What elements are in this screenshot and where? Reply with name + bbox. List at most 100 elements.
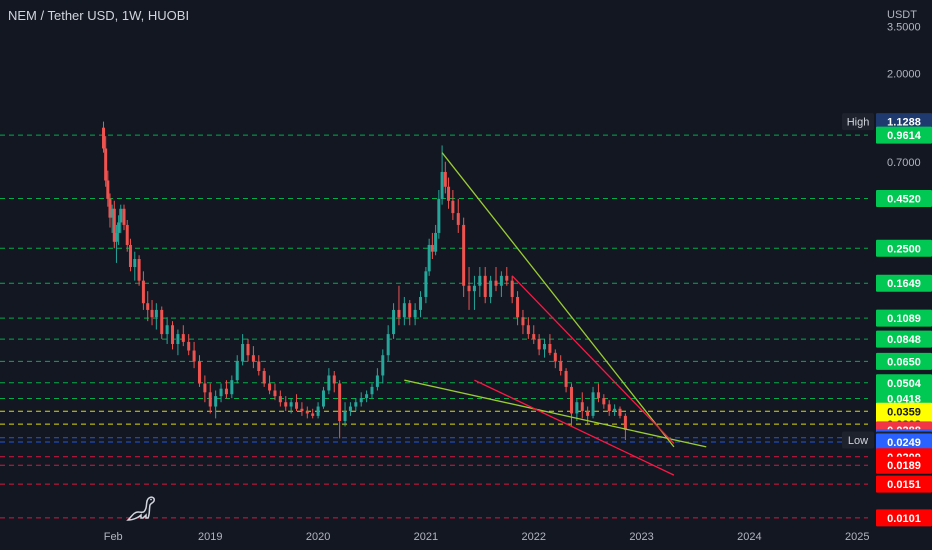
price-tag-label-0: High [847, 117, 870, 129]
candle-body-78 [467, 285, 471, 292]
candle-body-90 [532, 334, 536, 339]
candle-body-49 [327, 375, 331, 391]
time-axis[interactable]: Feb 2019 2020 2021 2022 2023 2024 2025 [104, 531, 870, 543]
candle-body-85 [505, 275, 509, 281]
candle-body-26 [203, 383, 207, 393]
price-tag-label-bg-0 [842, 113, 874, 131]
candle-body-4 [110, 208, 114, 218]
price-tag-text-17: 0.0189 [887, 460, 921, 472]
price-tag-text-0: 1.1288 [887, 117, 921, 129]
candle-body-100 [586, 411, 590, 416]
candle-body-11 [128, 244, 132, 268]
price-tag-bg-8 [876, 374, 932, 392]
candle-body-3 [108, 198, 112, 218]
price-tag-bg-19 [876, 509, 932, 527]
price-tag-bg-17 [876, 456, 932, 474]
x-tick-label-0: Feb [104, 531, 123, 543]
candle-body-36 [257, 361, 261, 372]
candle-body-10 [125, 224, 129, 245]
candle-body-2 [106, 180, 110, 199]
candle-body-81 [483, 275, 487, 297]
price-tag-text-1: 0.9614 [887, 130, 922, 142]
candle-body-82 [489, 280, 493, 297]
price-tag-bg-9 [876, 390, 932, 408]
candle-body-23 [187, 341, 191, 351]
candle-body-12 [133, 258, 137, 268]
candle-body-83 [494, 280, 498, 286]
candle-body-80 [478, 275, 482, 286]
candle-body-13 [137, 258, 141, 281]
candle-body-95 [559, 361, 563, 372]
candle-body-103 [602, 398, 606, 405]
candle-body-31 [230, 380, 234, 395]
candle-body-53 [348, 406, 352, 412]
candle-body-32 [235, 361, 239, 381]
candle-body-7 [117, 222, 121, 233]
candle-body-9 [122, 208, 126, 225]
candle-body-18 [160, 309, 164, 335]
price-tag-text-5: 0.1089 [887, 313, 921, 325]
candle-body-98 [575, 402, 579, 414]
price-tag-text-3: 0.2500 [887, 243, 921, 255]
candle-body-68 [427, 244, 431, 272]
candle-body-66 [419, 296, 423, 310]
candle-body-54 [354, 402, 358, 407]
price-tag-text-7: 0.0650 [887, 356, 921, 368]
candle-body-67 [424, 271, 428, 297]
candle-body-6 [114, 232, 118, 242]
candle-body-91 [537, 338, 541, 350]
candle-body-39 [273, 390, 277, 397]
price-tag-bg-5 [876, 309, 932, 327]
candle-body-63 [402, 303, 406, 318]
candle-body-58 [375, 375, 379, 387]
price-tag-bg-7 [876, 352, 932, 370]
x-tick-label-1: 2019 [198, 531, 222, 543]
price-tag-bg-15 [876, 433, 932, 451]
candle-body-89 [526, 325, 530, 335]
candle-body-37 [262, 371, 266, 384]
symbol-title[interactable]: NEM / Tether USD, 1W, HUOBI [8, 8, 190, 23]
candle-body-74 [447, 186, 451, 201]
candle-body-45 [305, 411, 309, 414]
price-tag-text-8: 0.0504 [887, 378, 922, 390]
price-tag-bg-10 [876, 402, 932, 420]
horizontal-levels [0, 134, 868, 519]
price-tag-bg-4 [876, 274, 932, 292]
candle-body-1 [104, 148, 108, 181]
candle-body-86 [510, 280, 514, 297]
candle-body-0 [102, 127, 106, 149]
candle-body-44 [300, 408, 304, 412]
candle-body-5 [112, 208, 116, 242]
price-tag-text-4: 0.1649 [887, 278, 921, 290]
trend-line-2 [511, 275, 675, 444]
candle-body-55 [359, 398, 363, 403]
candle-body-79 [472, 285, 476, 292]
price-tag-text-2: 0.4520 [887, 194, 921, 206]
candle-body-29 [219, 388, 223, 397]
x-tick-label-5: 2023 [629, 531, 653, 543]
candle-body-48 [321, 390, 325, 407]
candle-body-59 [381, 355, 385, 376]
price-tag-bg-0 [876, 113, 932, 131]
candle-body-61 [392, 309, 396, 335]
candle-body-41 [284, 402, 288, 407]
candle-body-57 [370, 386, 374, 395]
candle-body-101 [591, 392, 595, 416]
candle-body-38 [268, 383, 272, 391]
tradingview-logo-icon[interactable] [124, 492, 160, 524]
candle-body-93 [548, 343, 552, 353]
candle-body-107 [623, 415, 627, 430]
candle-body-96 [564, 371, 568, 387]
x-tick-label-4: 2022 [521, 531, 545, 543]
candle-body-75 [451, 200, 455, 214]
x-tick-label-3: 2021 [414, 531, 438, 543]
candle-body-105 [613, 408, 617, 412]
candle-body-76 [456, 213, 460, 225]
candle-body-72 [440, 171, 444, 199]
candle-body-8 [119, 208, 123, 223]
candle-body-30 [224, 388, 228, 395]
trend-lines[interactable] [404, 152, 707, 476]
candle-body-73 [443, 171, 447, 187]
